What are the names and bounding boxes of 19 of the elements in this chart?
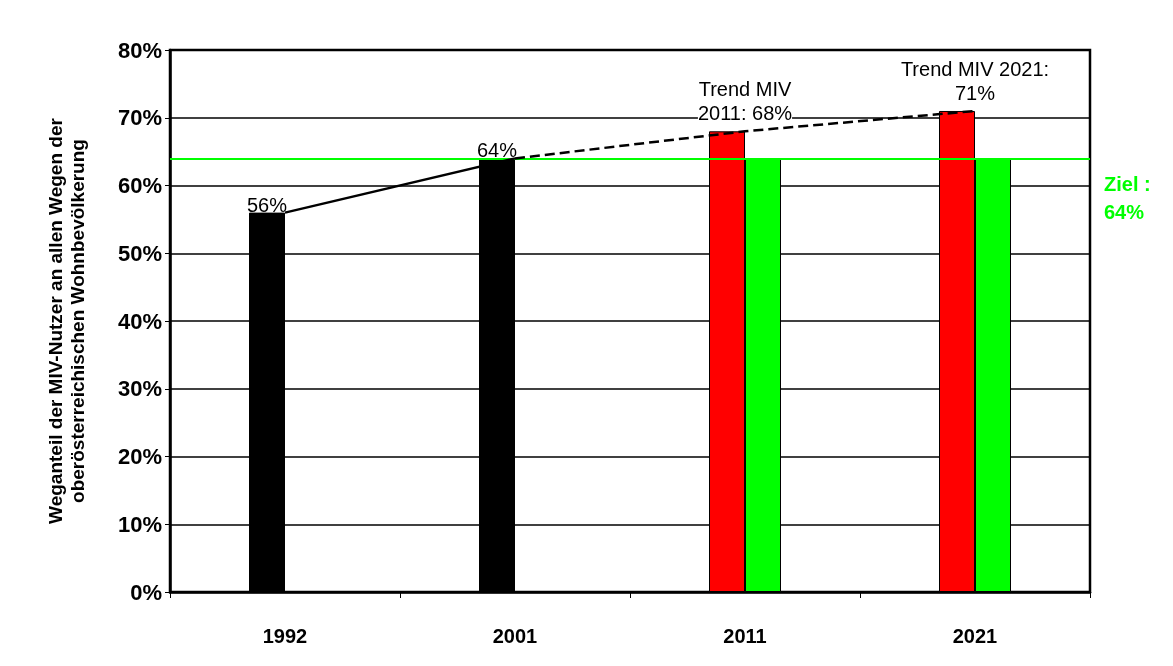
y-axis-title: Weganteil der MIV-Nutzer an allen Wegen der oberösterreichischen Wohnbevölkerung [44, 117, 88, 524]
y-tick-label: 60% [117, 173, 162, 198]
y-tick-label: 0% [130, 579, 162, 605]
y-tick-label: 20% [117, 444, 162, 469]
x-tick-label: 2021 [952, 625, 998, 647]
annotation: Trend MIV 2011: 68% [697, 78, 793, 125]
y-tick-label: 50% [117, 240, 162, 266]
x-tick-label: 2001 [492, 625, 538, 647]
x-tick-label: 1992 [262, 625, 308, 647]
annotation: Trend MIV 2021: 71% [900, 57, 1050, 104]
data-label: 56% [246, 193, 288, 216]
y-tick-label: 30% [117, 376, 162, 402]
y-tick-label: 10% [117, 511, 162, 537]
y-tick-label: 80% [117, 37, 162, 63]
ref-line-label: Ziel : 64% [1104, 173, 1151, 224]
y-tick-label: 70% [117, 105, 162, 131]
y-tick-label: 40% [117, 308, 162, 334]
data-label: 64% [476, 139, 518, 162]
x-tick-label: 2011 [723, 625, 767, 647]
